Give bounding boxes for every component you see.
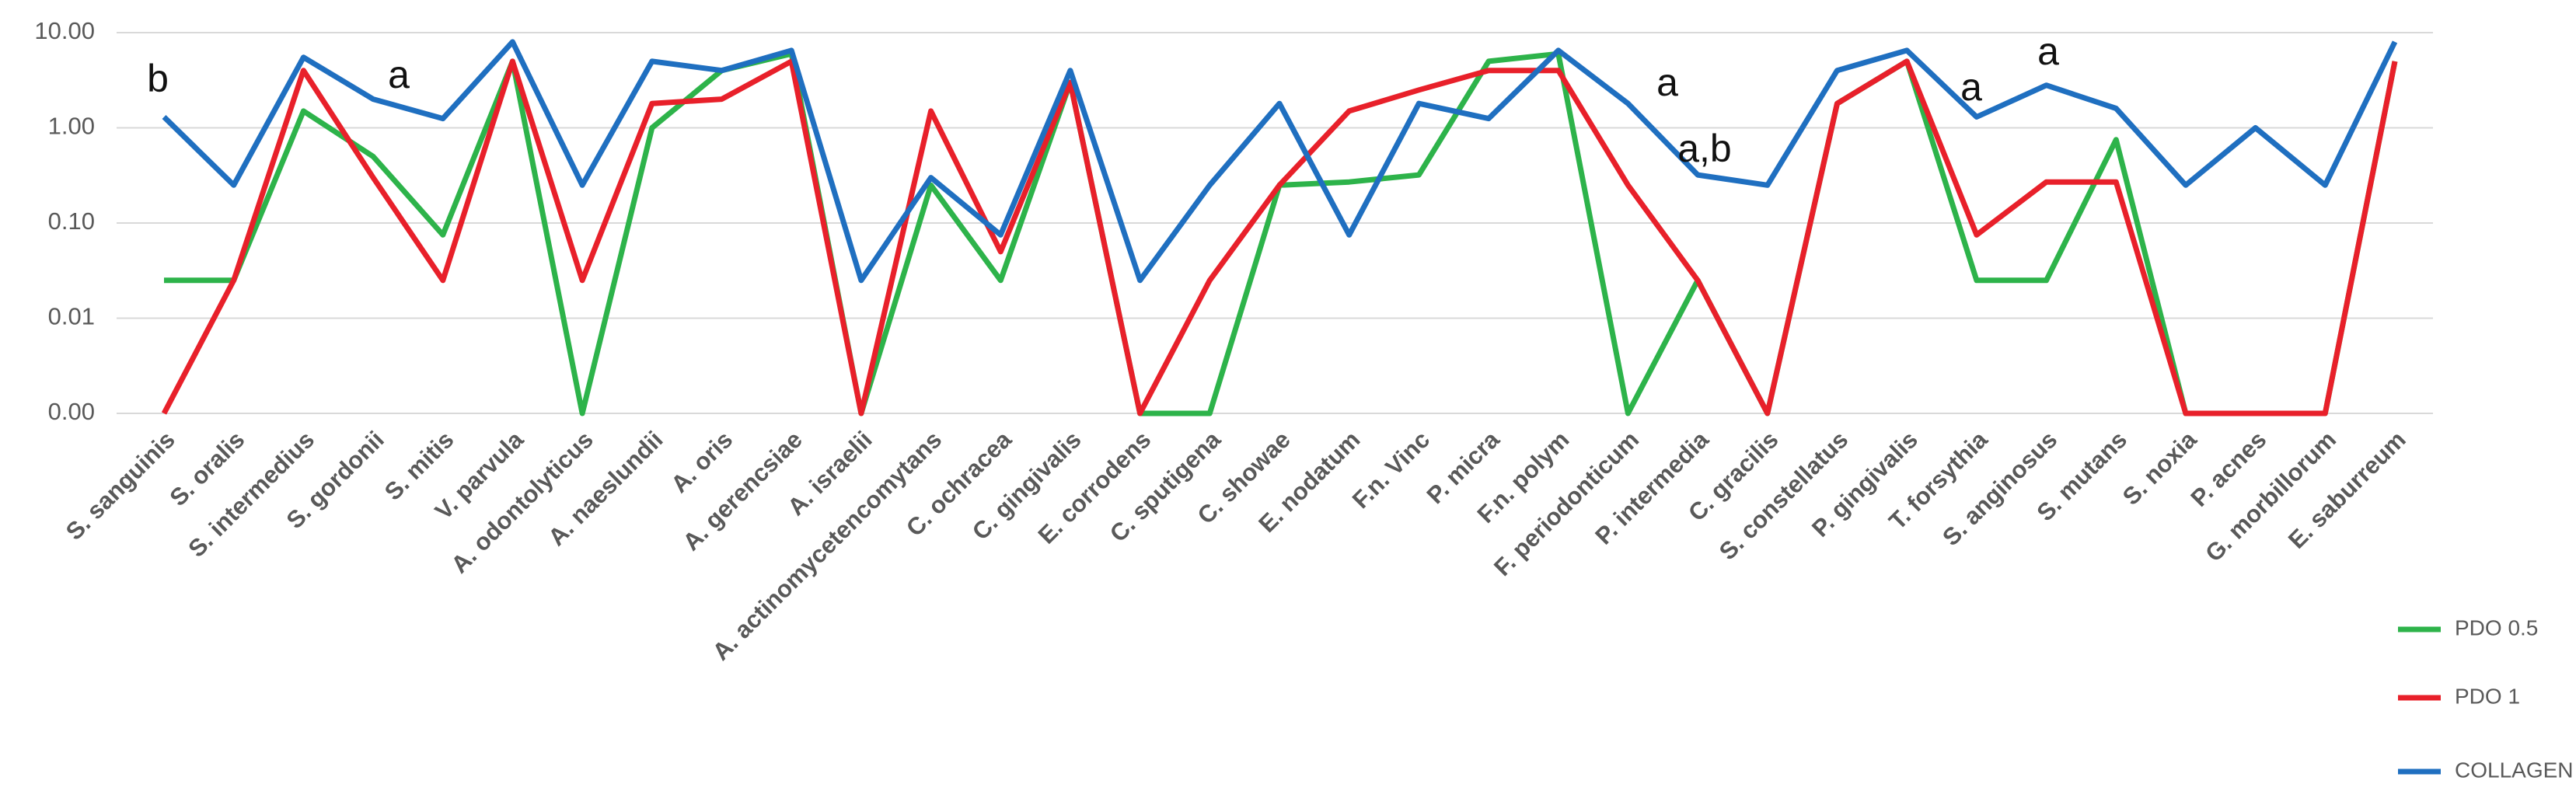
y-tick-label: 0.10 bbox=[48, 207, 95, 235]
annotation: a bbox=[1960, 65, 1982, 109]
y-tick-label: 10.00 bbox=[34, 17, 95, 44]
annotation: a,b bbox=[1677, 127, 1732, 170]
legend-label: PDO 1 bbox=[2455, 684, 2520, 708]
x-tick-label: S. sanguinis bbox=[61, 426, 180, 545]
series-line bbox=[162, 39, 2398, 284]
annotation: a bbox=[1656, 61, 1678, 104]
y-tick-label: 0.01 bbox=[48, 303, 95, 330]
x-tick-label: S. constellatus bbox=[1714, 426, 1853, 565]
series-line bbox=[161, 58, 2398, 416]
y-tick-label: 1.00 bbox=[48, 113, 95, 140]
legend-label: COLLAGEN bbox=[2455, 758, 2574, 782]
legend-label: PDO 0.5 bbox=[2455, 615, 2538, 639]
annotation: a bbox=[2037, 30, 2059, 73]
annotation: a bbox=[388, 53, 410, 96]
y-tick-label: 0.00 bbox=[48, 398, 95, 425]
x-tick-label: F.n. Vinc bbox=[1347, 426, 1435, 514]
x-tick-label: A. gerencsiae bbox=[678, 426, 808, 556]
x-tick-label: S. intermedius bbox=[183, 426, 319, 563]
annotation: b bbox=[147, 57, 169, 100]
